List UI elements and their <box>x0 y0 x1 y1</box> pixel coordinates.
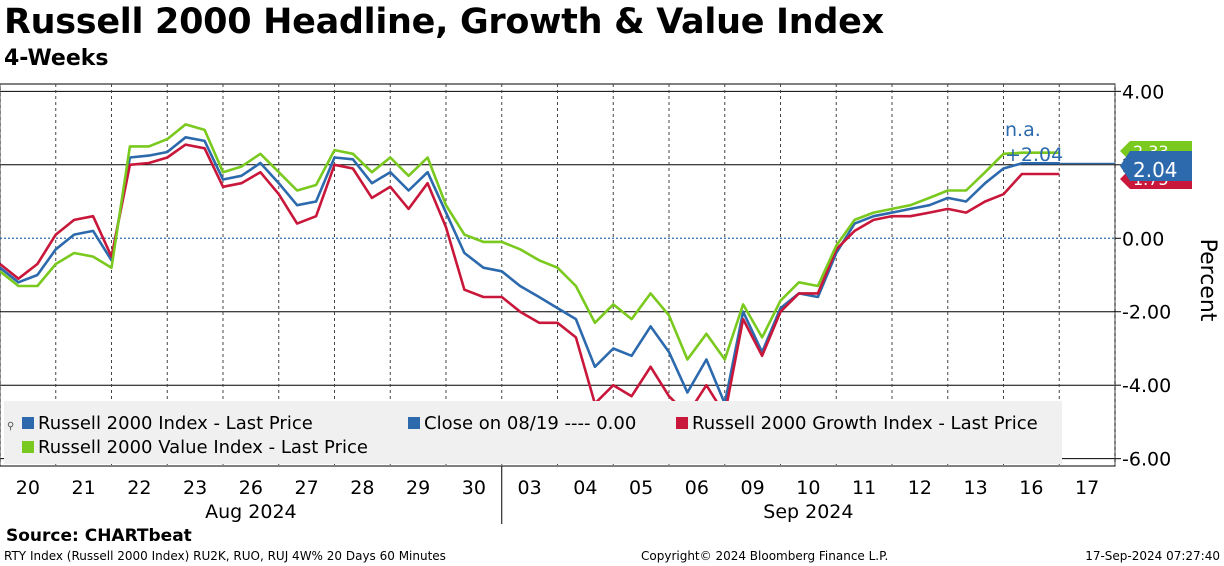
last-value-badges: 2.331.752.04 <box>1120 141 1192 189</box>
y-axis-label: Percent <box>1195 239 1220 322</box>
legend-swatch <box>676 417 688 429</box>
legend-label: Russell 2000 Value Index - Last Price <box>38 437 368 458</box>
series-line-1 <box>0 136 1060 405</box>
y-tick-label: 4.00 <box>1122 81 1164 103</box>
series-line-2 <box>0 143 1060 416</box>
legend-swatch <box>408 417 420 429</box>
x-tick-label: 28 <box>350 477 374 499</box>
x-tick-label: 03 <box>518 477 542 499</box>
y-tick-label: -2.00 <box>1122 302 1171 324</box>
x-tick-label: 13 <box>964 477 988 499</box>
legend-swatch <box>22 417 34 429</box>
x-tick-label: 26 <box>239 477 263 499</box>
series-line-3 <box>0 123 1060 361</box>
x-month-label: Sep 2024 <box>763 501 853 523</box>
x-tick-label: 23 <box>183 477 207 499</box>
x-month-label: Aug 2024 <box>205 501 297 523</box>
series-layer <box>0 123 1060 416</box>
y-tick-label: -4.00 <box>1122 375 1171 397</box>
legend-pin-icon: ⚲ <box>7 421 14 432</box>
x-tick-label: 04 <box>573 477 597 499</box>
x-tick-label: 16 <box>1019 477 1043 499</box>
x-tick-label: 27 <box>295 477 319 499</box>
chart-subtitle: 4-Weeks <box>4 46 109 71</box>
legend: Russell 2000 Index - Last Price Close on … <box>4 401 1062 464</box>
legend-box <box>4 401 1062 464</box>
footer-note: RTY Index (Russell 2000 Index) RU2K, RUO… <box>4 549 446 563</box>
y-tick-label: 0.00 <box>1122 228 1164 250</box>
annotations: n.a. +2.04 <box>1005 119 1063 166</box>
x-tick-label: 06 <box>685 477 709 499</box>
x-tick-label: 10 <box>796 477 820 499</box>
annotation-change: +2.04 <box>1005 144 1063 166</box>
last-value-badge <box>1120 151 1192 181</box>
legend-swatch <box>22 441 34 453</box>
chart-title: Russell 2000 Headline, Growth & Value In… <box>4 2 884 42</box>
x-tick-label: 29 <box>406 477 430 499</box>
x-tick-label: 05 <box>629 477 653 499</box>
annotation-na: n.a. <box>1005 119 1041 141</box>
copyright-text: Copyright© 2024 Bloomberg Finance L.P. <box>641 549 889 563</box>
x-tick-label: 17 <box>1075 477 1099 499</box>
x-tick-label: 22 <box>127 477 151 499</box>
last-value-badge-text: 2.04 <box>1133 158 1178 182</box>
legend-label: Russell 2000 Index - Last Price <box>38 413 313 434</box>
x-tick-label: 21 <box>72 477 96 499</box>
x-tick-label: 11 <box>852 477 876 499</box>
y-tick-label: -6.00 <box>1122 449 1171 471</box>
x-tick-label: 12 <box>908 477 932 499</box>
legend-label: Close on 08/19 ---- 0.00 <box>424 413 636 434</box>
legend-label: Russell 2000 Growth Index - Last Price <box>692 413 1038 434</box>
x-tick-label: 09 <box>741 477 765 499</box>
x-tick-label: 20 <box>16 477 40 499</box>
x-tick-label: 30 <box>462 477 486 499</box>
timestamp: 17-Sep-2024 07:27:40 <box>1085 549 1220 563</box>
source-label: Source: CHARTbeat <box>6 526 192 546</box>
axes-layer: 4.002.000.00-2.00-4.00-6.00Percent202122… <box>16 81 1220 524</box>
